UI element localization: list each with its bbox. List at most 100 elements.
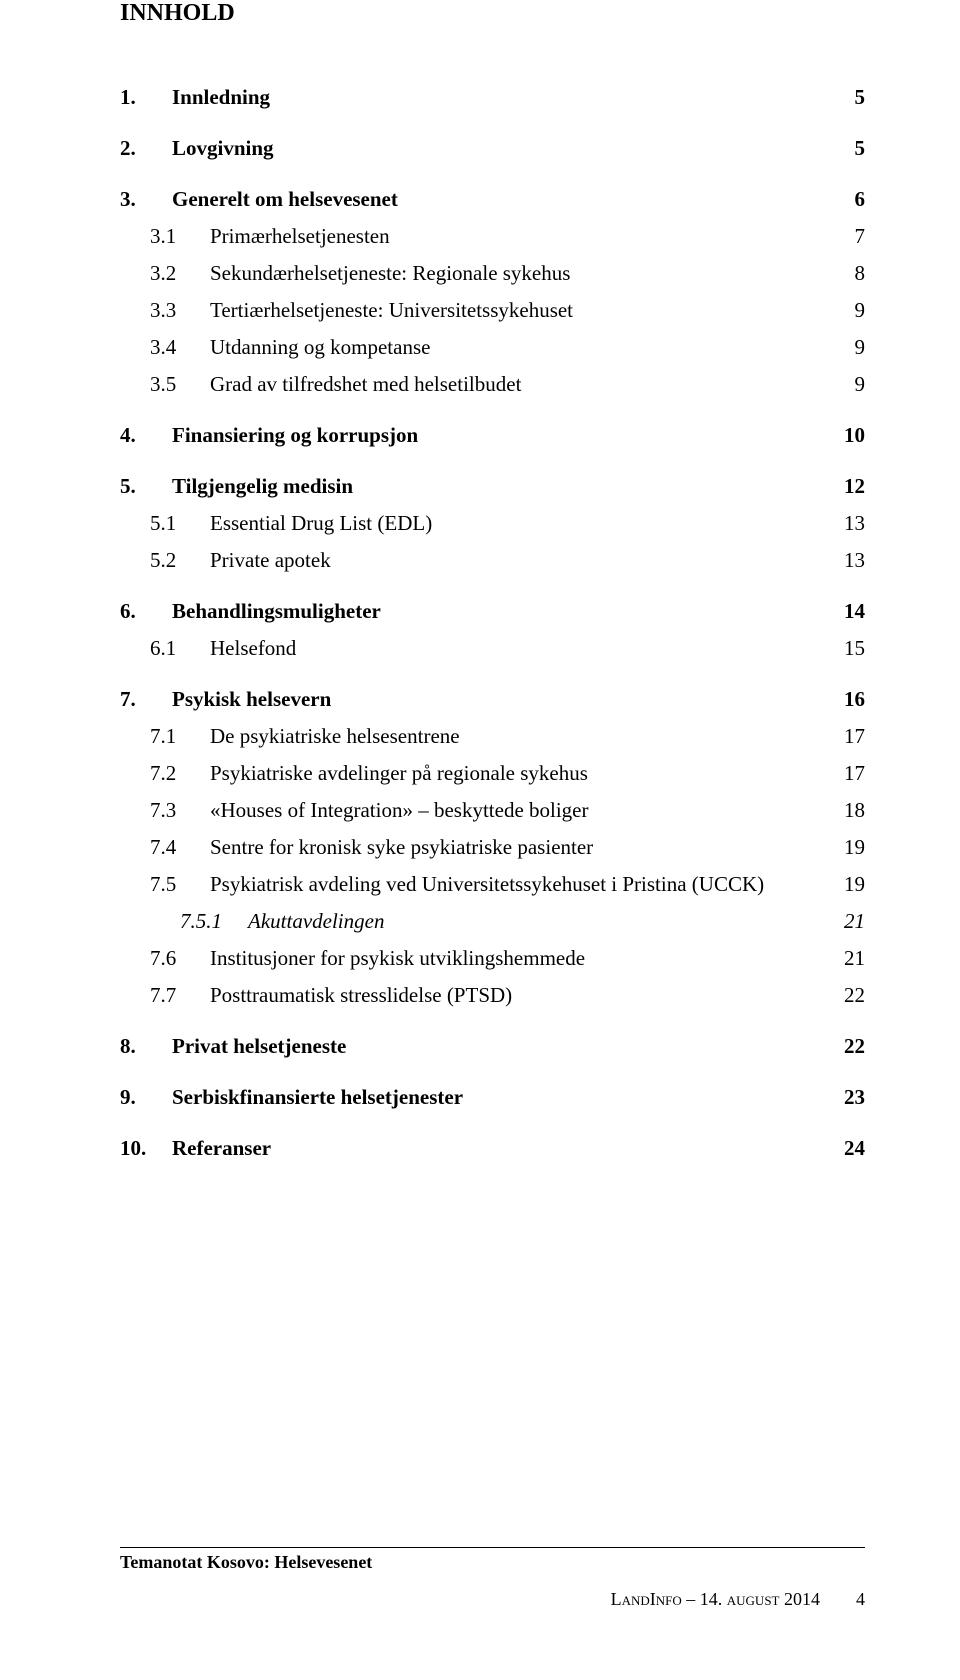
- toc-page: 24: [844, 1136, 865, 1161]
- toc-page: 10: [844, 423, 865, 448]
- toc-entry: 2.Lovgivning 5: [120, 136, 865, 161]
- toc-number: 3.3: [120, 298, 210, 323]
- toc-label: «Houses of Integration» – beskyttede bol…: [210, 798, 589, 823]
- toc-page: 13: [844, 548, 865, 573]
- toc-page: 9: [855, 335, 866, 360]
- toc-number: 7.5.1: [120, 909, 248, 934]
- toc-entry: 3.Generelt om helsevesenet 6: [120, 187, 865, 212]
- toc-entry: 10.Referanser 24: [120, 1136, 865, 1161]
- toc-entry: 8.Privat helsetjeneste22: [120, 1034, 865, 1059]
- toc-label: Psykiatrisk avdeling ved Universitetssyk…: [210, 872, 764, 897]
- toc-label: Lovgivning: [172, 136, 274, 161]
- toc-page: 14: [844, 599, 865, 624]
- toc-entry: 3.5Grad av tilfredshet med helsetilbudet…: [120, 372, 865, 397]
- toc-number: 7.2: [120, 761, 210, 786]
- toc-page: 12: [844, 474, 865, 499]
- toc-number: 7.4: [120, 835, 210, 860]
- footer-pagenum: 4: [856, 1589, 865, 1609]
- toc-label: Primærhelsetjenesten: [210, 224, 390, 249]
- toc-number: 5.2: [120, 548, 210, 573]
- toc-label: Grad av tilfredshet med helsetilbudet: [210, 372, 521, 397]
- toc-label: Behandlingsmuligheter: [172, 599, 381, 624]
- toc-page: 13: [844, 511, 865, 536]
- toc-page: 16: [844, 687, 865, 712]
- toc-number: 7.6: [120, 946, 210, 971]
- toc-number: 3.4: [120, 335, 210, 360]
- toc-label: Helsefond: [210, 636, 296, 661]
- toc-number: 7.7: [120, 983, 210, 1008]
- toc-page: 5: [855, 85, 866, 110]
- toc-number: 10.: [120, 1136, 172, 1161]
- toc-number: 7.3: [120, 798, 210, 823]
- toc-page: 5: [855, 136, 866, 161]
- toc-number: 5.1: [120, 511, 210, 536]
- toc-label: Privat helsetjeneste: [172, 1034, 346, 1059]
- toc-entry: 7.Psykisk helsevern16: [120, 687, 865, 712]
- toc-page: 22: [844, 983, 865, 1008]
- toc-label: Sentre for kronisk syke psykiatriske pas…: [210, 835, 593, 860]
- toc-entry: 7.1De psykiatriske helsesentrene 17: [120, 724, 865, 749]
- toc-label: Essential Drug List (EDL): [210, 511, 432, 536]
- toc-label: Utdanning og kompetanse: [210, 335, 430, 360]
- toc-number: 6.1: [120, 636, 210, 661]
- toc-label: Generelt om helsevesenet: [172, 187, 398, 212]
- toc-number: 8.: [120, 1034, 172, 1059]
- toc-entry: 3.2Sekundærhelsetjeneste: Regionale syke…: [120, 261, 865, 286]
- toc-number: 3.2: [120, 261, 210, 286]
- toc-number: 5.: [120, 474, 172, 499]
- toc-number: 7.5: [120, 872, 210, 897]
- toc-page: 21: [844, 946, 865, 971]
- footer-sep: –: [682, 1589, 700, 1609]
- toc-label: Private apotek: [210, 548, 331, 573]
- toc-page: 17: [844, 724, 865, 749]
- page-footer: Temanotat Kosovo: Helsevesenet LandInfo …: [120, 1547, 865, 1610]
- footer-topic: Temanotat Kosovo: Helsevesenet: [120, 1552, 865, 1573]
- toc-entry: 7.6Institusjoner for psykisk utviklingsh…: [120, 946, 865, 971]
- toc-label: Institusjoner for psykisk utviklingshemm…: [210, 946, 585, 971]
- toc-page: 19: [844, 835, 865, 860]
- toc-entry: 6.Behandlingsmuligheter 14: [120, 599, 865, 624]
- toc-number: 2.: [120, 136, 172, 161]
- toc-page: 17: [844, 761, 865, 786]
- toc-label: Psykiatriske avdelinger på regionale syk…: [210, 761, 588, 786]
- toc-label: Finansiering og korrupsjon: [172, 423, 418, 448]
- toc-entry: 6.1Helsefond 15: [120, 636, 865, 661]
- page-title: INNHOLD: [120, 0, 865, 27]
- toc-label: Sekundærhelsetjeneste: Regionale sykehus: [210, 261, 570, 286]
- toc-number: 4.: [120, 423, 172, 448]
- toc-page: 9: [855, 298, 866, 323]
- toc-entry: 7.2Psykiatriske avdelinger på regionale …: [120, 761, 865, 786]
- toc-label: Referanser: [172, 1136, 271, 1161]
- toc-label: Tilgjengelig medisin: [172, 474, 353, 499]
- toc-entry: 5.2Private apotek 13: [120, 548, 865, 573]
- toc-entry: 9.Serbiskfinansierte helsetjenester23: [120, 1085, 865, 1110]
- toc-page: 19: [844, 872, 865, 897]
- toc-page: 15: [844, 636, 865, 661]
- toc-entry: 7.4Sentre for kronisk syke psykiatriske …: [120, 835, 865, 860]
- footer-org: LandInfo: [611, 1589, 682, 1609]
- toc-label: De psykiatriske helsesentrene: [210, 724, 460, 749]
- toc-page: 8: [855, 261, 866, 286]
- toc-entry: 5.1Essential Drug List (EDL) 13: [120, 511, 865, 536]
- toc-entry: 7.5Psykiatrisk avdeling ved Universitets…: [120, 872, 865, 897]
- toc-number: 6.: [120, 599, 172, 624]
- toc-number: 7.: [120, 687, 172, 712]
- toc-label: Tertiærhelsetjeneste: Universitetssykehu…: [210, 298, 573, 323]
- toc-entry: 4.Finansiering og korrupsjon 10: [120, 423, 865, 448]
- toc-entry: 7.5.1Akuttavdelingen21: [120, 909, 865, 934]
- toc-entry: 7.3«Houses of Integration» – beskyttede …: [120, 798, 865, 823]
- toc-label: Innledning: [172, 85, 270, 110]
- toc-page: 9: [855, 372, 866, 397]
- toc-label: Posttraumatisk stresslidelse (PTSD): [210, 983, 512, 1008]
- toc-number: 9.: [120, 1085, 172, 1110]
- toc-number: 3.: [120, 187, 172, 212]
- toc-page: 18: [844, 798, 865, 823]
- toc-entry: 1.Innledning 5: [120, 85, 865, 110]
- toc-page: 6: [855, 187, 866, 212]
- toc-entry: 3.3Tertiærhelsetjeneste: Universitetssyk…: [120, 298, 865, 323]
- toc-number: 1.: [120, 85, 172, 110]
- toc-entry: 5.Tilgjengelig medisin 12: [120, 474, 865, 499]
- toc-entry: 7.7Posttraumatisk stresslidelse (PTSD) 22: [120, 983, 865, 1008]
- toc-number: 7.1: [120, 724, 210, 749]
- toc-page: 23: [844, 1085, 865, 1110]
